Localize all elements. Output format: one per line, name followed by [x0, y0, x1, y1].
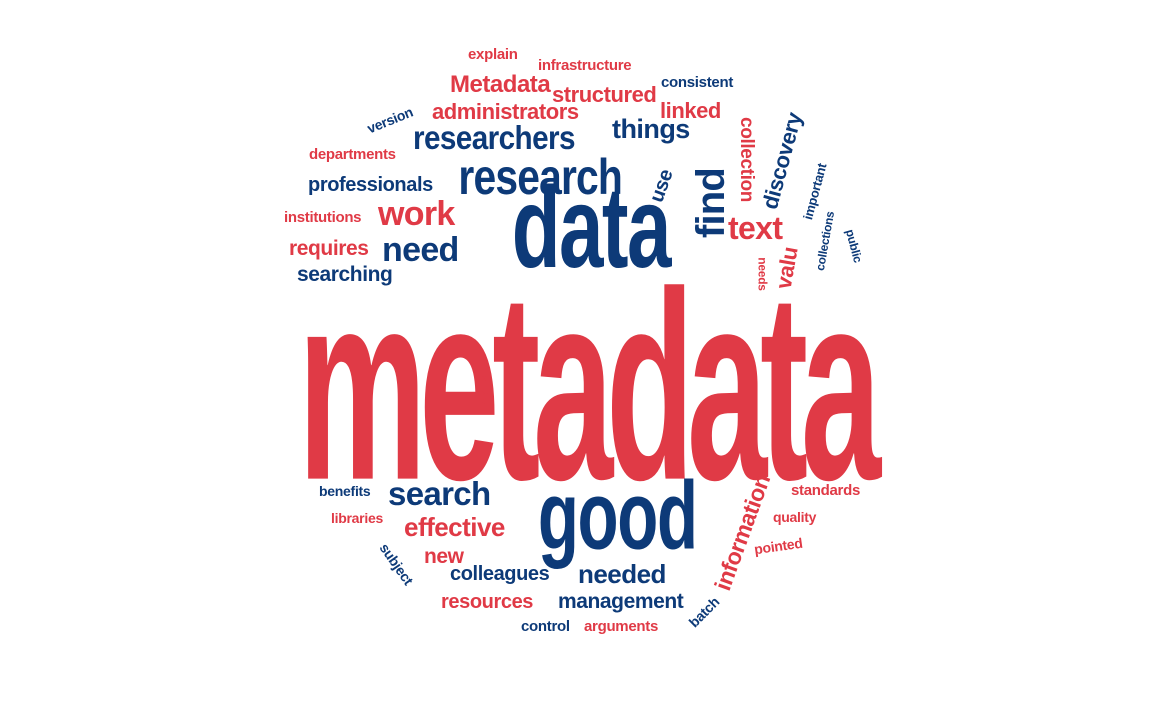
- word-resources: resources: [441, 591, 534, 613]
- word-professionals: professionals: [308, 174, 433, 196]
- word-needed: needed: [578, 559, 666, 589]
- word-control: control: [521, 618, 570, 635]
- word-arguments: arguments: [584, 618, 658, 635]
- word-quality: quality: [773, 509, 817, 525]
- word-institutions: institutions: [284, 209, 362, 226]
- word-structured: structured: [552, 82, 657, 107]
- word-explain: explain: [468, 46, 518, 63]
- word-searching: searching: [297, 263, 393, 286]
- word-infrastructure: infrastructure: [538, 57, 632, 74]
- word-consistent: consistent: [661, 74, 734, 91]
- word-search: search: [388, 475, 491, 512]
- word-metadata-cap: Metadata: [450, 71, 551, 98]
- word-things: things: [612, 114, 690, 144]
- word-good: good: [537, 460, 698, 570]
- word-researchers: researchers: [412, 119, 576, 156]
- word-pointed: pointed: [753, 534, 804, 558]
- word-requires: requires: [289, 237, 369, 260]
- word-departments: departments: [309, 146, 396, 163]
- word-colleagues: colleagues: [450, 563, 550, 585]
- word-subject: subject: [376, 540, 417, 588]
- word-standards: standards: [791, 482, 860, 499]
- word-discovery: discovery: [757, 109, 807, 212]
- word-management: management: [558, 590, 684, 613]
- word-batch: batch: [685, 593, 723, 631]
- word-data: data: [511, 163, 672, 293]
- word-metadata-main: metadata: [298, 237, 881, 537]
- word-linked: linked: [660, 98, 721, 123]
- word-benefits: benefits: [319, 483, 371, 499]
- word-research: research: [458, 149, 623, 206]
- word-collection: collection: [735, 117, 757, 202]
- word-administrators: administrators: [432, 99, 579, 124]
- word-text: text: [728, 210, 783, 246]
- word-version: version: [364, 103, 416, 137]
- word-work: work: [378, 195, 455, 233]
- word-new: new: [424, 545, 464, 568]
- word-find: find: [689, 167, 734, 239]
- word-effective: effective: [404, 512, 505, 542]
- word-need: need: [382, 231, 459, 269]
- word-needs: needs: [755, 257, 770, 291]
- word-libraries: libraries: [331, 510, 383, 526]
- word-skills: skills: [477, 375, 492, 405]
